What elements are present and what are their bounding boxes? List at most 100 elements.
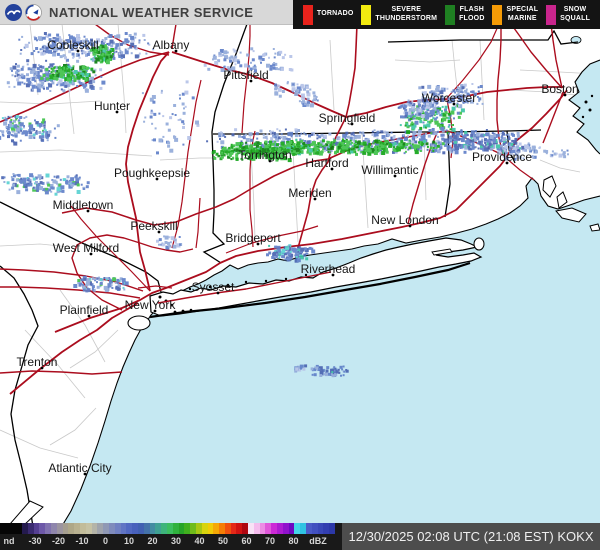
city-label: Atlantic City (48, 461, 111, 475)
city-dot (153, 309, 157, 313)
pond (570, 36, 582, 44)
highway (9, 302, 139, 395)
highway (225, 225, 319, 254)
highway (0, 51, 170, 123)
colorbar-segment (253, 523, 260, 534)
city-label: Meriden (288, 186, 331, 200)
colorbar-segment (85, 523, 92, 534)
colorbar-segment (50, 523, 57, 534)
highway (137, 285, 173, 289)
legend-label: FLASH FLOOD (459, 6, 485, 22)
colorbar-segment (265, 523, 272, 534)
city-dot (330, 167, 334, 171)
colorbar-segment (306, 523, 312, 534)
colorbar-segment (126, 523, 133, 534)
legend-item: SNOW SQUALL (546, 4, 590, 25)
ocean-atlantic (41, 178, 600, 550)
colorbar-tick: -20 (51, 536, 66, 546)
highway (125, 51, 170, 292)
city-dot (155, 177, 159, 181)
city-dot (563, 93, 567, 97)
county-line (394, 59, 461, 63)
colorbar-tick: 60 (241, 536, 252, 546)
highway (0, 268, 144, 292)
city-label: Middletown (53, 198, 114, 212)
city-dot (86, 209, 90, 213)
staten-island (127, 315, 151, 331)
highway (550, 23, 563, 89)
city-dot (157, 230, 161, 234)
city-label: Plainfield (60, 303, 109, 317)
county-line (0, 429, 79, 459)
colorbar-segment (178, 523, 185, 534)
city-dot (408, 224, 412, 228)
islet (581, 115, 585, 119)
colorbar-segment (259, 523, 266, 534)
colorbar-segment (33, 523, 40, 534)
islet (170, 303, 174, 307)
logo-group (5, 3, 42, 21)
city-label: Worcester (422, 91, 476, 105)
island (589, 223, 600, 232)
county-line (69, 329, 119, 369)
colorbar-segment (248, 523, 254, 534)
colorbar-tick: 10 (123, 536, 135, 546)
legend-label: TORNADO (316, 10, 354, 18)
legend-item: SEVERE THUNDERSTORM (361, 4, 438, 25)
city-dot (174, 49, 178, 53)
page-title: NATIONAL WEATHER SERVICE (49, 4, 254, 20)
islet (226, 283, 230, 287)
colorbar-segment (132, 523, 138, 534)
city-dot (505, 161, 509, 165)
colorbar-segment (236, 523, 243, 534)
colorbar-segment (137, 523, 144, 534)
colorbar-tick: -10 (75, 536, 89, 546)
islet (181, 309, 185, 313)
city-dot (452, 102, 456, 106)
colorbar-tick: 0 (102, 536, 109, 546)
colorbar-segment (68, 523, 75, 534)
city-label: Willimantic (361, 163, 418, 177)
islet (264, 279, 268, 283)
legend-label: SPECIAL MARINE (506, 6, 539, 22)
legend-color-chip (302, 4, 313, 25)
islet (304, 273, 308, 277)
colorbar (0, 523, 336, 534)
colorbar-segment (108, 523, 115, 534)
county-line (329, 39, 335, 111)
city-dot (313, 197, 317, 201)
barrier-islands (149, 261, 471, 319)
colorbar-segment (317, 523, 324, 534)
colorbar-segment (79, 523, 86, 534)
highway (505, 157, 535, 181)
city-dot (393, 174, 397, 178)
colorbar-segment (22, 523, 28, 534)
legend-item: TORNADO (302, 4, 354, 25)
colorbar-segment (74, 523, 80, 534)
highway (241, 76, 248, 134)
colorbar-segment (207, 523, 214, 534)
colorbar-segment (149, 523, 156, 534)
radar-map[interactable]: Cobleskill Albany Pittsfield Hunter Worceste… (0, 23, 600, 550)
city-label: Pittsfield (223, 68, 268, 82)
colorbar-segment (213, 523, 220, 534)
legend-item: FLASH FLOOD (445, 4, 485, 25)
legend-label: SEVERE THUNDERSTORM (375, 6, 438, 22)
city-dot (268, 159, 272, 163)
county-line (59, 289, 106, 363)
highway (171, 79, 202, 249)
city-dot (83, 472, 87, 476)
colorbar-segment (230, 523, 237, 534)
colorbar-segment (224, 523, 231, 534)
legend-color-chip (361, 4, 372, 25)
highway (446, 23, 500, 99)
city-label: Cobleskill (47, 38, 98, 52)
colorbar-segment (201, 523, 208, 534)
colorbar-nd-block (0, 523, 22, 534)
colorbar-segment (294, 523, 301, 534)
city-dot (89, 252, 93, 256)
colorbar-segment (143, 523, 150, 534)
highway (0, 370, 123, 375)
colorbar-segment (103, 523, 109, 534)
islet (158, 295, 162, 299)
